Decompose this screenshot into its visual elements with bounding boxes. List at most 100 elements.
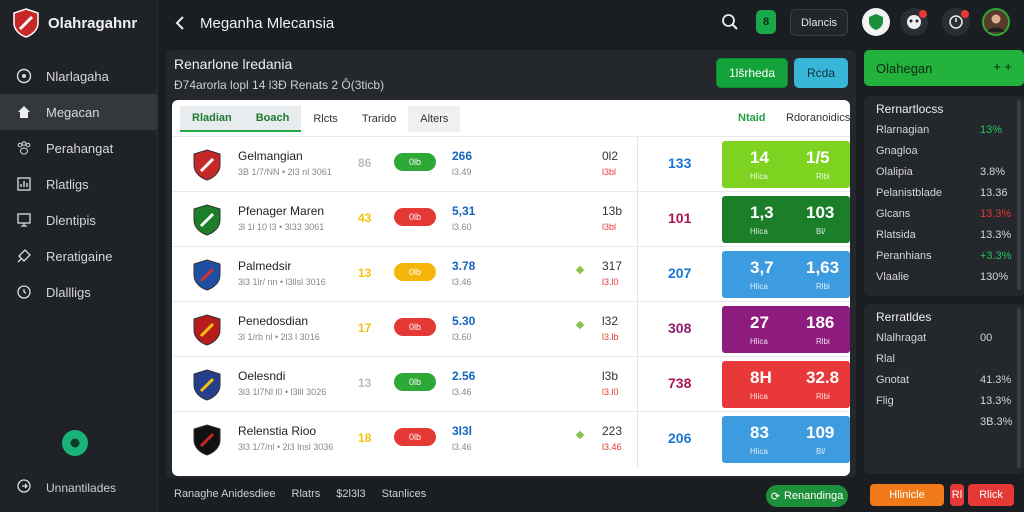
right-red-button[interactable]: Rlick xyxy=(968,484,1014,506)
stat-row: Nlalhragat 00 xyxy=(876,332,1024,353)
tab-3[interactable]: Rlcts xyxy=(301,106,349,132)
tab-label: Boach xyxy=(255,112,290,124)
main-title: Renarlone lredania xyxy=(174,56,293,72)
score-subvalue: l3bl xyxy=(602,167,617,177)
odds-box[interactable]: 14 1/5 Hlica Rlbi xyxy=(722,141,850,188)
table-row[interactable]: Penedosdian 3l 1/rb nl • 2l3 l 3016 17 0… xyxy=(172,301,850,357)
footer-item[interactable]: $2l3l3 xyxy=(336,488,366,500)
sidebar-item-4[interactable]: Rlatligs xyxy=(0,166,157,202)
stat-row: Rlatsida 13.3% xyxy=(876,229,1024,250)
footer-action-label: Renandinga xyxy=(783,490,844,502)
table-row[interactable]: Oelesndi 3l3 1l7Nl l0 • l3lll 3026 13 0l… xyxy=(172,356,850,412)
odds-home-label: Hlica xyxy=(750,282,768,291)
tab-label: Rladian xyxy=(192,112,232,124)
odds-home-label: Hlica xyxy=(750,227,768,236)
scrollbar[interactable] xyxy=(1017,100,1021,290)
sidebar-item-label: Perahangat xyxy=(46,140,114,156)
score-subvalue: l3.l0 xyxy=(602,387,619,397)
odd-value: 5.30 xyxy=(452,314,476,328)
odds-box[interactable]: 1,3 103 Hlica Bl/ xyxy=(722,196,850,243)
chat-bubble-icon[interactable] xyxy=(62,430,88,456)
sidebar-item-3[interactable]: Perahangat xyxy=(0,130,157,166)
right-orange-button[interactable]: Hlinicle xyxy=(870,484,944,506)
back-arrow-icon[interactable] xyxy=(172,15,188,31)
topbar: Meganha Mlecansia 8 Dlancis xyxy=(158,0,1024,46)
search-icon[interactable] xyxy=(720,12,740,32)
form-number: 13 xyxy=(358,376,372,390)
stat-value: 13.3% xyxy=(980,229,1012,241)
team-name[interactable]: Oelesndi xyxy=(238,369,286,383)
sidebar-item-2[interactable]: Megacan xyxy=(0,94,157,130)
sidebar-footer[interactable]: Unnantilades xyxy=(16,478,116,497)
status-pill[interactable]: 0lb xyxy=(394,318,436,336)
team-name[interactable]: Gelmangian xyxy=(238,149,303,163)
stat-row: Flig 13.3% xyxy=(876,395,1024,416)
home-icon xyxy=(16,104,32,120)
header-blue-button[interactable]: Rcda xyxy=(794,58,848,88)
team-name[interactable]: Palmedsir xyxy=(238,259,292,273)
tab-1[interactable]: Rladian xyxy=(180,106,244,132)
status-pill[interactable]: 0lb xyxy=(394,263,436,281)
tab-label: Trarido xyxy=(361,113,397,125)
status-pill[interactable]: 0lb xyxy=(394,208,436,226)
tab-4[interactable]: Trarido xyxy=(350,106,408,132)
footer-action-button[interactable]: ⟳ Renandinga xyxy=(766,485,848,507)
table-row[interactable]: Pfenager Maren 3l 1l 10 l3 • 3l33 3061 4… xyxy=(172,191,850,247)
team-meta: 3l 1/rb nl • 2l3 l 3016 xyxy=(238,332,320,342)
stat-label: Rlarnagian xyxy=(876,124,930,136)
status-pill[interactable]: 0lb xyxy=(394,153,436,171)
right-small-red-button[interactable]: Rl xyxy=(950,484,964,506)
sidebar-item-5[interactable]: Dlentipis xyxy=(0,202,157,238)
status-pill[interactable]: 0lb xyxy=(394,428,436,446)
table-row[interactable]: Palmedsir 3l3 1lr/ nn • l3llsl 3016 13 0… xyxy=(172,246,850,302)
scrollbar[interactable] xyxy=(1017,308,1021,468)
shield-label: 8 xyxy=(762,16,770,28)
main-subtitle: Đ74arorla lopl 14 l3Đ Renats 2 Ô(3ticb) xyxy=(174,78,385,92)
stat-label: Olalipia xyxy=(876,166,913,178)
odds-away-label: Bl/ xyxy=(816,447,826,456)
shield-badge-icon[interactable]: 8 xyxy=(756,10,776,34)
footer-item[interactable]: Rlatrs xyxy=(291,488,321,500)
tab-5[interactable]: Alters xyxy=(408,106,461,132)
user-avatar[interactable] xyxy=(982,8,1010,36)
alerts-dot xyxy=(961,10,969,18)
table-row[interactable]: Relenstia Rioo 3l3 1/7/nl • 2l3 lnsl 303… xyxy=(172,411,850,467)
chart-icon xyxy=(16,176,32,192)
top-mini-button[interactable]: Dlancis xyxy=(790,9,848,36)
sidebar-footer-label: Unnantilades xyxy=(46,480,117,495)
right-banner[interactable]: Olahegan + + xyxy=(864,50,1024,86)
odds-box[interactable]: 83 109 Hlica Bl/ xyxy=(722,416,850,463)
odds-away: 1,63 xyxy=(806,258,840,277)
stat-row: Vlaalie 130% xyxy=(876,271,1024,292)
sidebar-item-1[interactable]: Nlarlagaha xyxy=(0,58,157,94)
team-name[interactable]: Penedosdian xyxy=(238,314,309,328)
brand[interactable]: Olahragahnr xyxy=(0,0,157,46)
footer-item[interactable]: Stanlices xyxy=(381,488,427,500)
status-pill[interactable]: 0lb xyxy=(394,373,436,391)
sidebar-item-6[interactable]: Reratigaine xyxy=(0,238,157,274)
notification-mascot-icon[interactable] xyxy=(900,8,928,36)
main-header: Renarlone lredania Đ74arorla lopl 14 l3Đ… xyxy=(174,56,384,92)
footer-item[interactable]: Ranaghe Anidesdiee xyxy=(174,488,276,500)
team-name[interactable]: Relenstia Rioo xyxy=(238,424,317,438)
matches-card: Rladian Boach Rlcts Trarido Alters Ntaid… xyxy=(172,100,850,476)
tab-2[interactable]: Boach xyxy=(243,106,302,132)
odd-subvalue: l3.60 xyxy=(452,222,472,232)
total-value: 738 xyxy=(668,375,692,391)
table-row[interactable]: Gelmangian 3B 1/7/NN • 2l3 nl 3061 86 0l… xyxy=(172,136,850,192)
odds-box[interactable]: 27 186 Hlica Rlbi xyxy=(722,306,850,353)
odds-box[interactable]: 8H 32.8 Hlica Rlbi xyxy=(722,361,850,408)
column-divider xyxy=(637,247,638,302)
column-divider xyxy=(637,302,638,357)
score-value: l32 xyxy=(602,314,619,328)
odds-box[interactable]: 3,7 1,63 Hlica Rlbi xyxy=(722,251,850,298)
team-crest-icon[interactable] xyxy=(862,8,890,36)
team-name[interactable]: Pfenager Maren xyxy=(238,204,325,218)
total-value: 101 xyxy=(668,210,692,226)
stat-row: Rlal xyxy=(876,353,1024,374)
plus-icon[interactable]: + + xyxy=(993,59,1012,74)
header-green-button[interactable]: 1lšrheda xyxy=(716,58,788,88)
team-logo-icon xyxy=(193,259,221,291)
sidebar-item-7[interactable]: Dlallligs xyxy=(0,274,157,310)
alerts-icon[interactable] xyxy=(942,8,970,36)
